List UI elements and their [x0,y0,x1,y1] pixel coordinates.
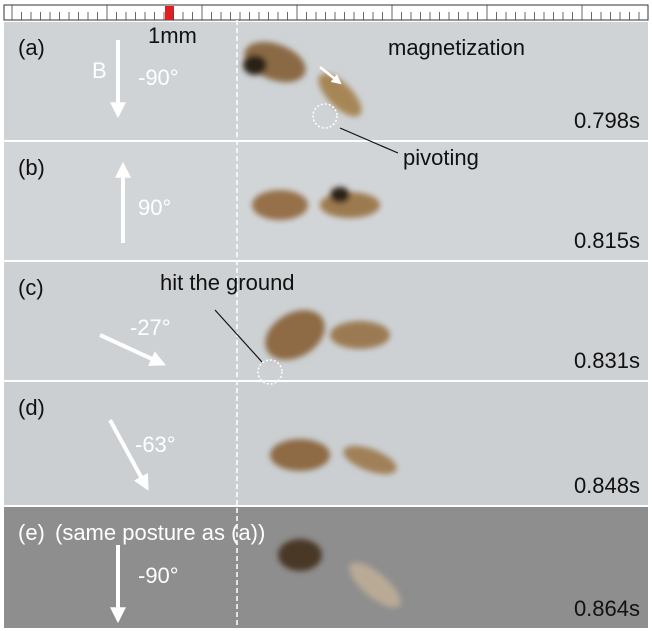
time-label: 0.831s [574,348,640,373]
time-label: 0.864s [574,596,640,621]
angle-label: -90° [138,65,179,90]
scale-label: 1mm [148,23,197,48]
angle-label: -27° [130,315,171,340]
frame-note: (same posture as (a)) [55,520,265,545]
time-label: 0.815s [574,228,640,253]
frame-label: (e) [18,520,45,545]
angle-label: -63° [135,432,176,457]
ruler [4,5,648,20]
field-label: B [92,58,107,83]
frame-d-bg [4,382,648,505]
frame-label: (a) [18,35,45,60]
ruler-bar [4,5,648,20]
frame-c-bg [4,262,648,380]
angle-label: 90° [138,195,171,220]
page: 1mm B magnetization pivoting hit the gro… [0,0,652,631]
insect [320,192,380,218]
ruler-mark [165,6,174,20]
time-label: 0.848s [574,473,640,498]
insect [330,321,390,349]
insect [243,55,267,75]
figure: 1mm B magnetization pivoting hit the gro… [0,0,652,631]
frame-label: (c) [18,275,44,300]
annotation: pivoting [403,145,479,170]
insect [270,439,330,471]
annotation: hit the ground [160,270,295,295]
insect [330,187,350,203]
time-label: 0.798s [574,108,640,133]
insect [252,190,308,220]
angle-label: -90° [138,563,179,588]
frame-label: (d) [18,395,45,420]
annotation: magnetization [388,35,525,60]
insect [278,539,322,571]
frame-label: (b) [18,155,45,180]
